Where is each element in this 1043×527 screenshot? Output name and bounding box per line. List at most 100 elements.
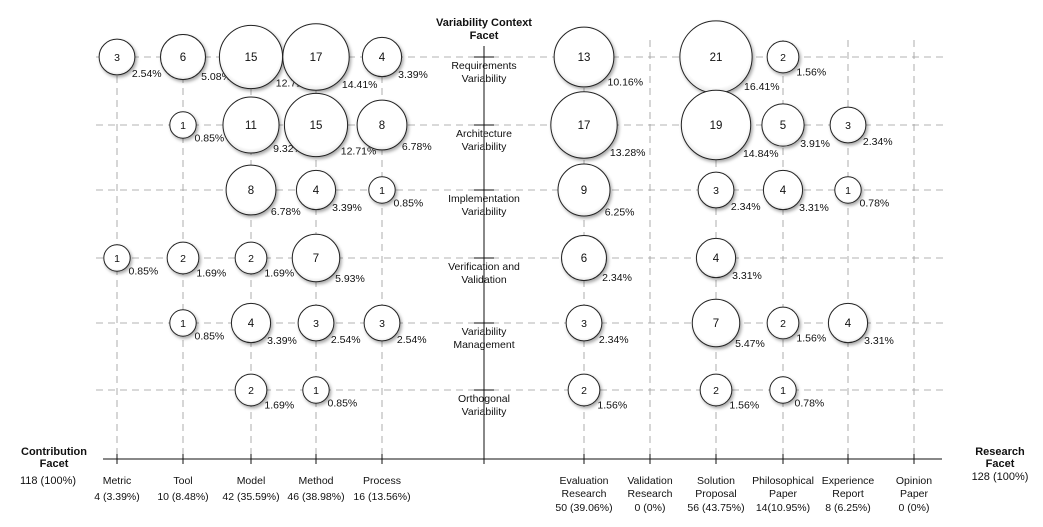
contribution-bubble xyxy=(234,373,268,407)
contribution-bubble-count: 4 xyxy=(313,185,320,197)
research-bubble-count: 1 xyxy=(845,185,851,197)
contribution-bubble xyxy=(98,38,136,76)
contribution-category-label: Tool xyxy=(173,475,192,487)
research-bubble-count: 2 xyxy=(581,385,587,397)
contribution-bubble xyxy=(234,241,268,275)
research-category-label: Evaluation xyxy=(559,475,608,487)
contribution-facet-title-line-2: Facet xyxy=(39,458,69,470)
contribution-facet-title-line-1: Contribution xyxy=(21,446,87,458)
research-bubble xyxy=(834,176,862,204)
research-bubble-percent: 2.34% xyxy=(602,272,632,284)
research-bubble xyxy=(766,306,800,340)
contribution-bubble xyxy=(222,96,280,154)
contribution-bubble-percent: 0.85% xyxy=(328,398,358,410)
contribution-bubble-count: 1 xyxy=(180,120,186,132)
research-bubble-percent: 2.34% xyxy=(599,334,629,346)
research-facet-title: Research Facet xyxy=(960,446,1040,470)
research-bubble-percent: 6.25% xyxy=(605,207,635,219)
contribution-category-label: Method xyxy=(298,475,333,487)
axes xyxy=(103,46,942,464)
research-category-label: Philosophical xyxy=(752,475,814,487)
contribution-category-total: 10 (8.48%) xyxy=(157,491,208,503)
row-label: Architecture xyxy=(456,128,512,140)
research-bubble-percent: 3.31% xyxy=(799,202,829,214)
row-label: Variability xyxy=(462,206,507,218)
contribution-bubble-count: 4 xyxy=(379,52,386,64)
contribution-bubble xyxy=(282,23,350,91)
contribution-bubble xyxy=(295,169,337,211)
research-bubble-count: 19 xyxy=(710,120,723,132)
contribution-bubble xyxy=(363,304,401,342)
contribution-bubble-count: 1 xyxy=(114,253,120,265)
research-bubble-count: 7 xyxy=(713,318,719,330)
contribution-bubble-count: 1 xyxy=(313,385,319,397)
research-category-label: Research xyxy=(628,488,673,500)
contribution-bubble-percent: 1.69% xyxy=(264,399,294,411)
research-category-label: Paper xyxy=(900,488,929,500)
research-bubble-percent: 1.56% xyxy=(597,399,627,411)
contribution-category-total: 4 (3.39%) xyxy=(94,491,140,503)
contribution-bubble xyxy=(169,111,197,139)
research-bubble-percent: 2.34% xyxy=(863,136,893,148)
research-category-total: 0 (0%) xyxy=(635,502,666,514)
y-axis-title: Variability Context xyxy=(436,17,532,29)
contribution-bubble xyxy=(302,376,330,404)
contribution-bubble-count: 1 xyxy=(379,185,385,197)
contribution-bubble-percent: 3.39% xyxy=(398,69,428,81)
contribution-bubble-count: 1 xyxy=(180,318,186,330)
row-label: Variability xyxy=(462,73,507,85)
research-category-label: Proposal xyxy=(695,488,736,500)
research-bubble xyxy=(829,106,867,144)
contribution-bubble-percent: 2.54% xyxy=(132,68,162,80)
research-bubble-percent: 16.41% xyxy=(744,81,780,93)
contribution-bubble-count: 4 xyxy=(248,318,255,330)
contribution-bubble-count: 3 xyxy=(379,318,385,330)
row-label: Variability xyxy=(462,326,507,338)
research-bubble-percent: 2.34% xyxy=(731,201,761,213)
contribution-bubble xyxy=(230,302,272,344)
contribution-bubble-count: 7 xyxy=(313,253,319,265)
contribution-bubble-percent: 1.69% xyxy=(264,267,294,279)
research-bubble-count: 3 xyxy=(845,120,851,132)
bubbles: 32.54%65.08%1512.71%1714.41%43.39%10.85%… xyxy=(98,20,894,411)
research-bubble-percent: 10.16% xyxy=(608,77,644,89)
contribution-bubble-percent: 1.69% xyxy=(196,267,226,279)
contribution-bubble xyxy=(169,309,197,337)
contribution-bubble-percent: 14.41% xyxy=(342,79,378,91)
research-bubble xyxy=(550,91,618,159)
contribution-bubble-percent: 3.39% xyxy=(267,335,297,347)
research-category-label: Research xyxy=(562,488,607,500)
research-bubble-percent: 3.91% xyxy=(800,138,830,150)
contribution-category-label: Process xyxy=(363,475,401,487)
research-bubble-percent: 1.56% xyxy=(729,399,759,411)
contribution-bubble-count: 2 xyxy=(248,385,254,397)
row-label: Variability xyxy=(462,406,507,418)
contribution-bubble-percent: 5.93% xyxy=(335,273,365,285)
research-bubble xyxy=(565,304,603,342)
contribution-bubble-percent: 0.85% xyxy=(195,331,225,343)
contribution-bubble-percent: 0.85% xyxy=(129,266,159,278)
research-category-total: 56 (43.75%) xyxy=(687,502,744,514)
research-category-total: 14(10.95%) xyxy=(756,502,810,514)
research-bubble-percent: 1.56% xyxy=(796,66,826,78)
contribution-bubble xyxy=(361,36,403,78)
research-facet-title-line-1: Research xyxy=(975,446,1025,458)
contribution-category-label: Metric xyxy=(103,475,132,487)
row-label: Verification and xyxy=(448,261,520,273)
research-bubble-percent: 3.31% xyxy=(732,270,762,282)
research-bubble-count: 17 xyxy=(578,120,591,132)
contribution-bubble-count: 3 xyxy=(313,318,319,330)
research-bubble xyxy=(561,235,607,281)
research-bubble xyxy=(557,163,611,217)
row-label: Management xyxy=(453,339,514,351)
research-category-label: Validation xyxy=(627,475,672,487)
contribution-bubble xyxy=(225,164,277,216)
research-bubble-count: 2 xyxy=(713,385,719,397)
contribution-bubble-percent: 0.85% xyxy=(195,133,225,145)
research-bubble xyxy=(691,298,741,348)
contribution-bubble xyxy=(160,34,206,80)
contribution-bubble-percent: 2.54% xyxy=(397,334,427,346)
research-bubble-count: 21 xyxy=(710,52,723,64)
row-label: Orthogonal xyxy=(458,393,510,405)
contribution-bubble-count: 15 xyxy=(310,120,323,132)
